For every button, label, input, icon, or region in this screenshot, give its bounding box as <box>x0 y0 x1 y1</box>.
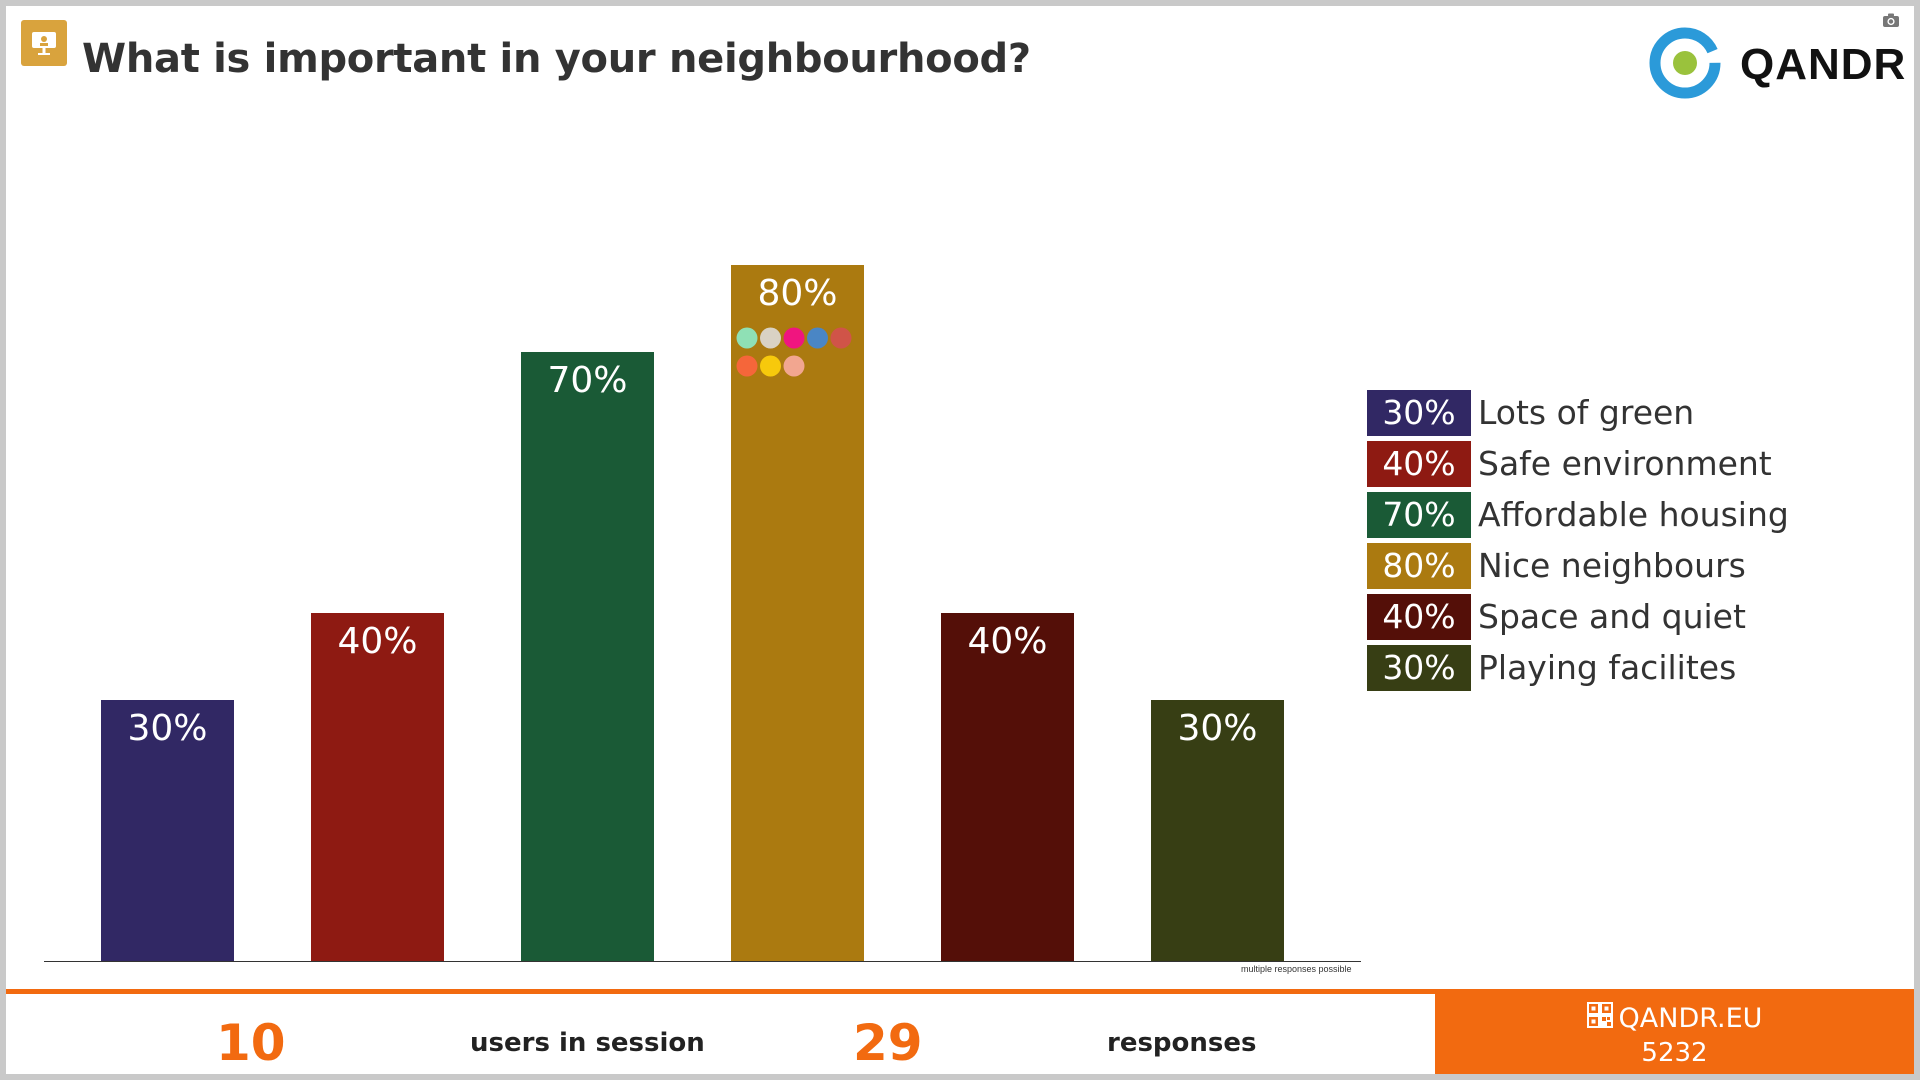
responses-count: 29 <box>853 1014 923 1072</box>
bar-value-label-4: 40% <box>967 621 1047 662</box>
qandr-logo-mark-icon <box>1649 27 1721 99</box>
legend-label-3: Nice neighbours <box>1478 546 1746 585</box>
presentation-icon[interactable] <box>21 20 67 66</box>
legend-label-0: Lots of green <box>1478 393 1695 432</box>
users-count: 10 <box>216 1014 286 1072</box>
qandr-logo: QANDR <box>1648 24 1908 102</box>
bar-chart: 30% 40% 70% 80% 40% 30% <box>44 265 1361 962</box>
legend-item-1: 40% Safe environment <box>1367 438 1789 489</box>
bar-value-label-3: 80% <box>757 273 837 314</box>
response-dot-4 <box>830 327 852 349</box>
legend-swatch-5: 30% <box>1367 644 1471 691</box>
page-title: What is important in your neighbourhood? <box>82 36 1031 82</box>
response-dot-0 <box>736 327 758 349</box>
response-dot-5 <box>736 355 758 377</box>
camera-icon[interactable] <box>1882 12 1900 32</box>
chart-legend: 30% Lots of green 40% Safe environment 70% Af… <box>1367 387 1789 693</box>
legend-label-2: Affordable housing <box>1478 495 1789 534</box>
legend-swatch-3: 80% <box>1367 542 1471 589</box>
bar-5 <box>1151 700 1284 961</box>
response-dot-6 <box>760 355 781 377</box>
legend-item-2: 70% Affordable housing <box>1367 489 1789 540</box>
bar-value-label-2: 70% <box>547 360 627 401</box>
brand-box[interactable]: QANDR.EU 5232 <box>1435 994 1914 1074</box>
response-dot-2 <box>783 327 805 349</box>
bar-4 <box>941 613 1074 961</box>
legend-label-4: Space and quiet <box>1478 597 1746 636</box>
legend-swatch-1: 40% <box>1367 440 1471 487</box>
users-label: users in session <box>470 1028 705 1058</box>
response-dot-3 <box>807 327 828 349</box>
logo-text: QANDR <box>1740 40 1907 89</box>
response-dot-7 <box>783 355 805 377</box>
brand-url-row[interactable]: QANDR.EU <box>1435 1002 1914 1035</box>
legend-label-5: Playing facilites <box>1478 648 1737 687</box>
legend-swatch-2: 70% <box>1367 491 1471 538</box>
legend-item-0: 30% Lots of green <box>1367 387 1789 438</box>
response-dot-1 <box>760 327 781 349</box>
legend-label-1: Safe environment <box>1478 444 1772 483</box>
responses-label: responses <box>1107 1028 1257 1058</box>
bar-value-label-1: 40% <box>337 621 417 662</box>
legend-swatch-4: 40% <box>1367 593 1471 640</box>
footer-divider <box>6 989 1914 994</box>
legend-swatch-0: 30% <box>1367 389 1471 436</box>
legend-item-5: 30% Playing facilites <box>1367 642 1789 693</box>
bar-value-label-0: 30% <box>127 708 207 749</box>
footnote: multiple responses possible <box>1241 964 1352 974</box>
bar-value-label-5: 30% <box>1177 708 1257 749</box>
brand-url[interactable]: QANDR.EU <box>1618 1003 1763 1034</box>
bar-2 <box>521 352 654 961</box>
legend-item-4: 40% Space and quiet <box>1367 591 1789 642</box>
bar-3 <box>731 265 864 961</box>
bar-1 <box>311 613 444 961</box>
legend-item-3: 80% Nice neighbours <box>1367 540 1789 591</box>
session-code: 5232 <box>1641 1038 1708 1068</box>
qr-code-icon <box>1586 1002 1613 1035</box>
presentation-slide: What is important in your neighbourhood?… <box>6 6 1914 1074</box>
bar-0 <box>101 700 234 961</box>
